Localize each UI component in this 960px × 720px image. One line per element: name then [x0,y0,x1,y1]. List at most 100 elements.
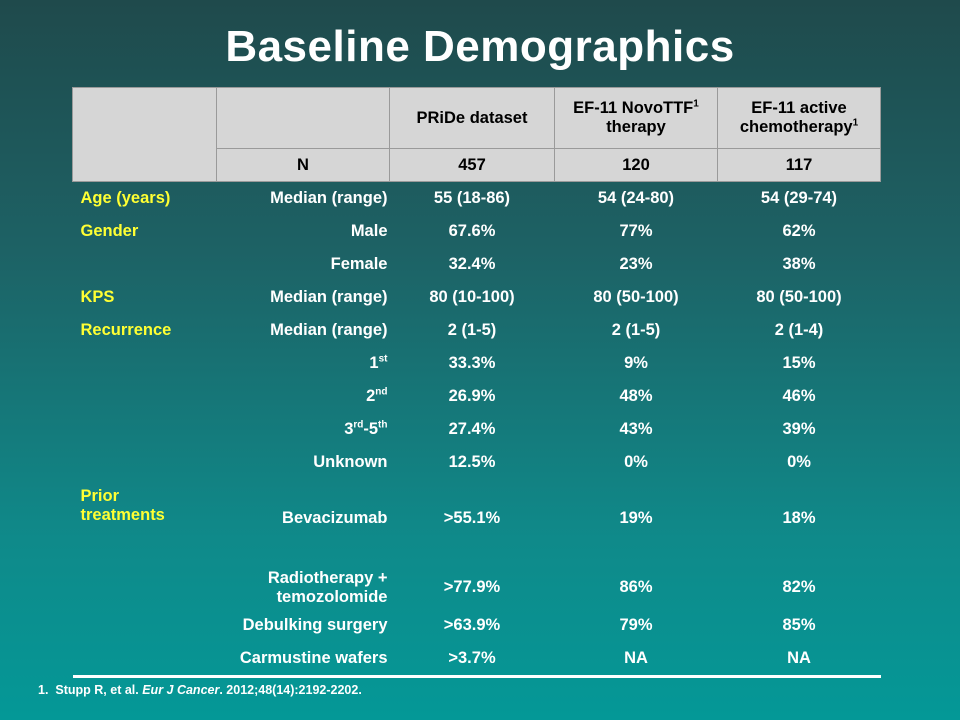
cell-pride: 12.5% [448,453,496,471]
cell-novottf: 54 (24-80) [597,189,675,207]
table-row: Radiotherapy + temozolomide >77.9% 86% 82… [73,532,881,609]
cell-chemo: 39% [782,420,816,438]
demographics-table: PRiDe dataset EF-11 NovoTTF1 therapy EF-… [72,87,881,678]
row-category: Age (years) [80,189,171,207]
row-category: KPS [80,288,115,306]
row-category [73,609,217,642]
table-row: Age (years) Median (range) 55 (18-86) 54… [73,182,881,216]
row-subcategory-line2: temozolomide [276,588,388,606]
cell-novottf: 48% [619,387,653,405]
cell-pride: >3.7% [389,642,555,678]
row-subcategory: Median (range) [270,321,388,339]
cell-novottf: 43% [619,420,653,438]
ordinal-range-number: -5 [363,420,379,438]
n-novottf: 120 [554,148,718,182]
table-row: Carmustine wafers >3.7% NA NA [72,642,881,678]
cell-chemo: 18% [782,509,816,527]
header-novottf-label-line2: therapy [606,118,666,136]
cell-chemo: NA [717,642,881,678]
ordinal-number: 3 [344,420,354,438]
row-subcategory: Median (range) [270,189,388,207]
cell-novottf: 80 (50-100) [593,288,679,306]
header-chemo-sup: 1 [852,117,859,129]
cell-chemo: 15% [782,354,816,372]
cell-novottf: 2 (1-5) [611,321,661,339]
cell-chemo: 54 (29-74) [760,189,838,207]
header-chemo-label: EF-11 active [751,99,847,117]
row-subcategory: Bevacizumab [217,479,390,532]
table-row: Recurrence Median (range) 2 (1-5) 2 (1-5… [73,314,881,347]
row-category: Prior treatments [73,479,217,532]
header-novottf-label: EF-11 NovoTTF [573,99,694,117]
table-n-row: N 457 120 117 [73,148,881,182]
cell-chemo: 82% [782,578,816,596]
cell-chemo: 85% [782,616,816,634]
reference-journal: Eur J Cancer [142,683,220,697]
header-novottf-sup: 1 [693,98,699,110]
row-category [73,248,217,281]
row-category: Recurrence [80,321,172,339]
cell-pride: 33.3% [448,354,496,372]
cell-pride: 26.9% [448,387,496,405]
row-subcategory: Median (range) [270,288,388,306]
table-row: Gender Male 67.6% 77% 62% [73,215,881,248]
cell-chemo: 62% [782,222,816,240]
cell-novottf: 79% [619,616,653,634]
row-subcategory: Female [330,255,388,273]
ordinal-number: 1 [369,354,379,372]
cell-novottf: 9% [624,354,648,372]
row-category: Gender [80,222,139,240]
cell-pride: 32.4% [448,255,496,273]
table-row: 3rd-5th 27.4% 43% 39% [73,413,881,446]
cell-pride: >63.9% [443,616,501,634]
table-row: Prior treatments Bevacizumab >55.1% 19% 1… [73,479,881,532]
header-novottf: EF-11 NovoTTF1 therapy [554,87,718,149]
row-subcategory: 1st [217,347,390,380]
cell-novottf: 19% [619,509,653,527]
cell-chemo: 80 (50-100) [756,288,842,306]
cell-novottf: 77% [619,222,653,240]
table-header-row: PRiDe dataset EF-11 NovoTTF1 therapy EF-… [72,87,881,182]
cell-novottf: 86% [619,578,653,596]
cell-pride: 2 (1-5) [447,321,497,339]
cell-pride: >55.1% [443,509,501,527]
header-pride: PRiDe dataset [389,87,555,149]
row-category [73,380,217,413]
ordinal-suffix: st [378,353,388,365]
cell-pride: 80 (10-100) [429,288,515,306]
cell-pride: 27.4% [448,420,496,438]
cell-pride: 67.6% [448,222,496,240]
row-category [73,413,217,446]
cell-novottf: 23% [619,255,653,273]
row-category-line1: Prior [80,486,120,505]
n-chemo: 117 [717,148,881,182]
table-row: Female 32.4% 23% 38% [73,248,881,281]
cell-pride: >77.9% [443,578,501,596]
row-subcategory: Male [350,222,388,240]
header-chemo: EF-11 active chemotherapy1 [717,87,881,149]
reference-citation: . 2012;48(14):2192-2202. [219,683,362,697]
slide-title: Baseline Demographics [225,22,735,71]
row-subcategory: Debulking surgery [242,616,388,634]
row-subcategory-line1: Radiotherapy + [267,569,388,587]
row-subcategory: 3rd-5th [217,413,390,446]
cell-chemo: 38% [782,255,816,273]
cell-novottf: NA [554,642,718,678]
table-row: KPS Median (range) 80 (10-100) 80 (50-10… [73,281,881,314]
cell-pride: 55 (18-86) [433,189,511,207]
header-blank-cell [72,87,217,182]
ordinal-suffix-2: th [378,419,388,431]
row-category-line2: treatments [80,505,165,524]
reference-number: 1. [38,683,49,697]
ordinal-number: 2 [366,387,376,405]
n-pride: 457 [389,148,555,182]
ordinal-suffix: nd [375,386,388,398]
cell-chemo: 46% [782,387,816,405]
table-row: 1st 33.3% 9% 15% [73,347,881,380]
n-label: N [216,148,390,182]
row-category [73,446,217,479]
header-blank-cell-2 [216,87,390,149]
table-row: Unknown 12.5% 0% 0% [73,446,881,479]
cell-chemo: 2 (1-4) [774,321,824,339]
reference-footnote: 1. Stupp R, et al. Eur J Cancer. 2012;48… [38,683,362,697]
